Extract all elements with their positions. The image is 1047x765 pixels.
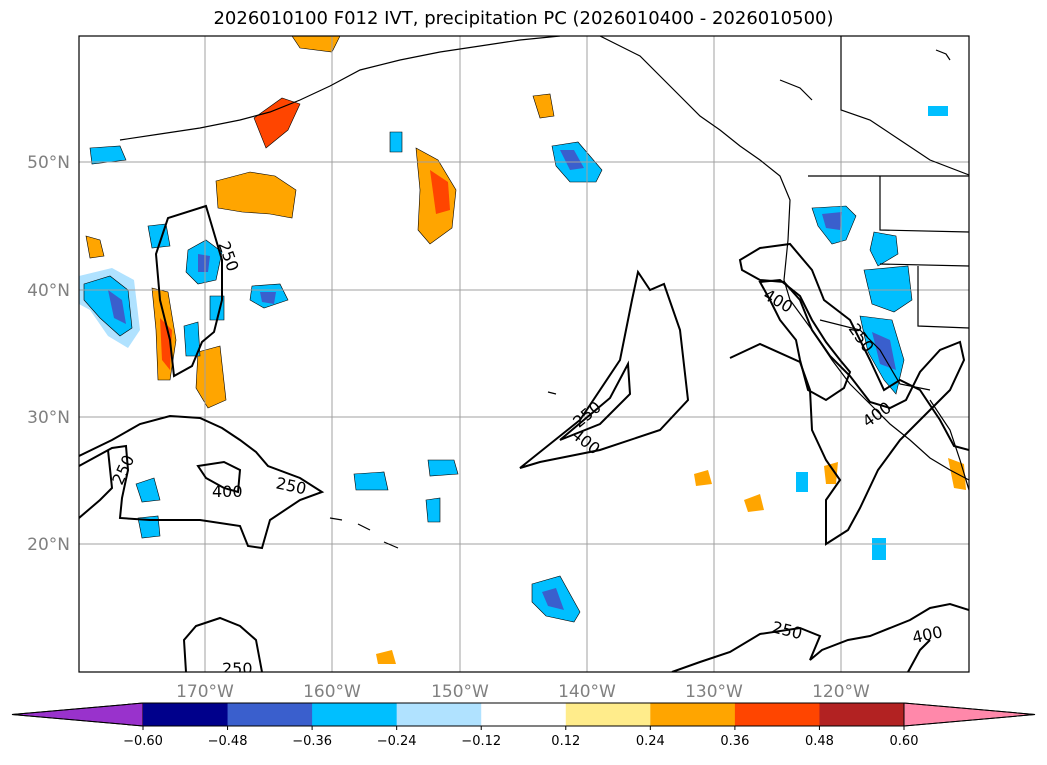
- precip-region: [928, 106, 948, 116]
- lon-label: 160°W: [303, 682, 361, 702]
- lat-label: 20°N: [27, 535, 70, 555]
- contour-label-400: 400: [212, 482, 243, 501]
- precip-region: [744, 494, 764, 512]
- colorbar-tick-label: −0.60: [123, 734, 163, 749]
- colorbar: −0.60 −0.48 −0.36 −0.24 −0.12 0.12 0.24 0.36 0.4…: [11, 702, 1036, 749]
- precip-region: [824, 462, 838, 484]
- colorbar-bin: [143, 703, 229, 726]
- lon-label: 150°W: [431, 682, 489, 702]
- lon-label: 140°W: [558, 682, 616, 702]
- precip-region: [872, 538, 886, 560]
- lon-label: 120°W: [812, 682, 870, 702]
- ivt-contours: [79, 204, 969, 672]
- precip-region: [872, 332, 896, 370]
- map-title: 2026010100 F012 IVT, precipitation PC (2…: [213, 8, 834, 29]
- precip-region: [85, 235, 105, 259]
- colorbar-bin: [819, 703, 905, 726]
- colorbar-over-extension: [903, 702, 1036, 727]
- lat-label: 30°N: [27, 408, 70, 428]
- colorbar-tick-label: −0.24: [377, 734, 417, 749]
- precip-region: [160, 318, 172, 370]
- precip-region: [198, 254, 210, 272]
- precip-region: [694, 470, 712, 486]
- ivt-contour-labels: 250 250 250 250 250 250 250 400 400 400 …: [108, 239, 944, 678]
- map-frame: [78, 35, 970, 673]
- colorbar-tick-label: 0.48: [805, 734, 834, 749]
- colorbar-tick-label: 0.12: [551, 734, 580, 749]
- precip-region: [108, 290, 126, 324]
- precip-region: [822, 212, 842, 230]
- precip-region: [376, 650, 396, 664]
- colorbar-under-extension: [11, 702, 144, 727]
- colorbar-tick-label: 0.36: [720, 734, 749, 749]
- latitude-labels: 50°N 40°N 30°N 20°N: [27, 153, 70, 555]
- precip-region: [137, 515, 161, 539]
- colorbar-bin: [227, 703, 313, 726]
- lat-label: 50°N: [27, 153, 70, 173]
- precip-region: [215, 171, 297, 219]
- precip-region: [430, 170, 450, 214]
- precip-positive-regions: [85, 36, 966, 664]
- longitude-labels: 170°W 160°W 150°W 140°W 130°W 120°W: [176, 682, 870, 702]
- map-area: 250 250 250 250 250 250 250 400 400 400 …: [79, 36, 969, 678]
- colorbar-tick-label: 0.24: [636, 734, 665, 749]
- colorbar-tick-label: −0.48: [208, 734, 248, 749]
- colorbar-bin: [650, 703, 736, 726]
- precip-region: [560, 150, 584, 170]
- precip-region: [425, 497, 441, 523]
- precip-region: [353, 471, 389, 491]
- precip-negative-regions: [79, 106, 948, 623]
- precip-region: [863, 265, 913, 313]
- precip-region: [389, 131, 403, 153]
- colorbar-bin: [734, 703, 820, 726]
- precip-region: [796, 472, 808, 492]
- precip-region: [427, 459, 459, 477]
- lon-label: 170°W: [176, 682, 234, 702]
- colorbar-bin: [481, 703, 567, 726]
- lat-label: 40°N: [27, 281, 70, 301]
- precip-region: [532, 93, 555, 119]
- precip-region: [183, 321, 201, 357]
- colorbar-tick-label: 0.60: [890, 734, 919, 749]
- colorbar-bin: [565, 703, 651, 726]
- colorbar-tick-label: −0.36: [292, 734, 332, 749]
- colorbar-bin: [396, 703, 482, 726]
- contour-label-250: 250: [222, 659, 253, 678]
- precip-region: [869, 231, 899, 267]
- colorbar-tick-label: −0.12: [461, 734, 501, 749]
- precip-region: [89, 145, 127, 165]
- colorbar-bin: [312, 703, 398, 726]
- precip-region: [253, 97, 301, 149]
- lon-label: 130°W: [685, 682, 743, 702]
- precip-region: [135, 477, 161, 503]
- precip-region: [260, 292, 276, 304]
- precip-region: [542, 588, 564, 610]
- precip-region: [195, 345, 227, 409]
